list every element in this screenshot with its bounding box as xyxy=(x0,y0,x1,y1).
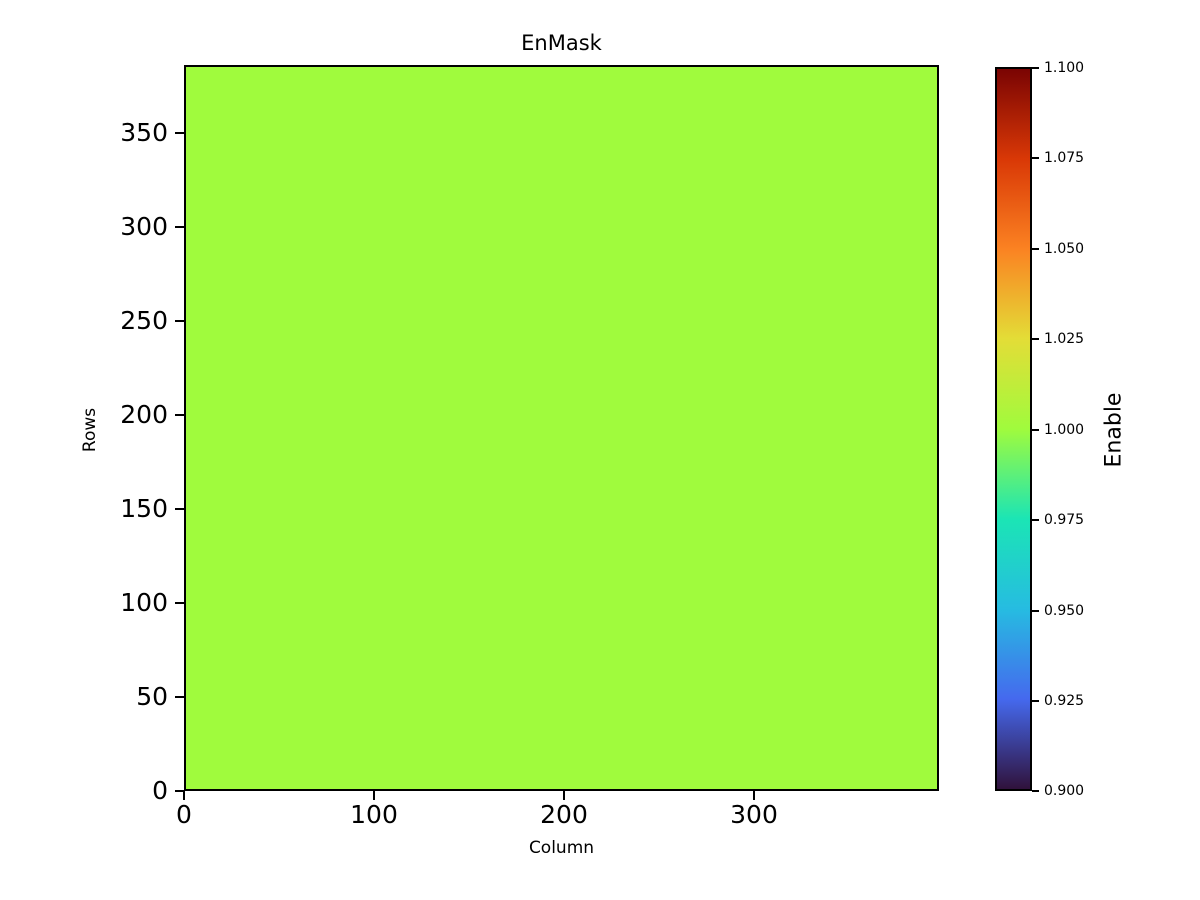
colorbar-tick-label: 0.975 xyxy=(1044,512,1085,528)
colorbar-label: Enable xyxy=(1101,392,1127,468)
colorbar-tick-mark xyxy=(1032,700,1039,702)
y-tick-mark xyxy=(175,508,184,510)
y-tick-label: 350 xyxy=(120,118,168,147)
y-tick-mark xyxy=(175,602,184,604)
y-tick-mark xyxy=(175,790,184,792)
y-tick-label: 200 xyxy=(120,400,168,429)
colorbar-tick-mark xyxy=(1032,157,1039,159)
y-tick-label: 0 xyxy=(152,776,168,805)
colorbar-tick-mark xyxy=(1032,248,1039,250)
y-tick-label: 250 xyxy=(120,306,168,335)
colorbar-tick-label: 0.925 xyxy=(1044,693,1085,709)
colorbar-tick-label: 1.025 xyxy=(1044,331,1085,347)
y-tick-label: 50 xyxy=(136,682,168,711)
colorbar-tick-mark xyxy=(1032,610,1039,612)
colorbar-gradient xyxy=(997,69,1030,789)
y-tick-mark xyxy=(175,696,184,698)
colorbar-tick-label: 1.050 xyxy=(1044,241,1085,257)
x-tick-mark xyxy=(563,791,565,800)
colorbar-tick-mark xyxy=(1032,338,1039,340)
y-tick-label: 100 xyxy=(120,588,168,617)
y-tick-mark xyxy=(175,320,184,322)
colorbar-tick-label: 0.950 xyxy=(1044,603,1085,619)
x-tick-mark xyxy=(183,791,185,800)
plot-title: EnMask xyxy=(521,31,602,55)
y-tick-mark xyxy=(175,226,184,228)
colorbar-tick-mark xyxy=(1032,429,1039,431)
colorbar-tick-mark xyxy=(1032,790,1039,792)
y-axis-label: Rows xyxy=(80,407,100,453)
x-tick-label: 100 xyxy=(350,800,398,829)
x-tick-mark xyxy=(373,791,375,800)
heatmap xyxy=(184,65,939,791)
y-tick-label: 150 xyxy=(120,494,168,523)
colorbar-tick-mark xyxy=(1032,67,1039,69)
x-axis-label: Column xyxy=(528,838,595,858)
colorbar-tick-mark xyxy=(1032,519,1039,521)
colorbar-tick-label: 1.000 xyxy=(1044,422,1085,438)
x-tick-mark xyxy=(753,791,755,800)
y-tick-mark xyxy=(175,132,184,134)
colorbar xyxy=(995,67,1032,791)
colorbar-tick-label: 1.075 xyxy=(1044,150,1085,166)
y-tick-label: 300 xyxy=(120,212,168,241)
x-tick-label: 300 xyxy=(730,800,778,829)
colorbar-tick-label: 1.100 xyxy=(1044,60,1085,76)
y-tick-mark xyxy=(175,414,184,416)
x-tick-label: 200 xyxy=(540,800,588,829)
colorbar-tick-label: 0.900 xyxy=(1044,783,1085,799)
x-tick-label: 0 xyxy=(176,800,192,829)
